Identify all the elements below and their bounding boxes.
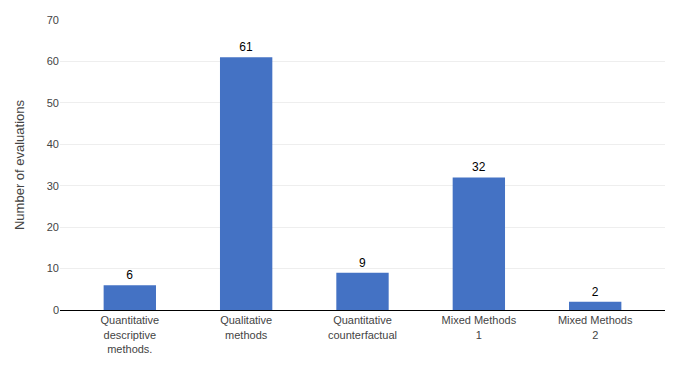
svg-text:20: 20 xyxy=(47,221,59,233)
svg-text:32: 32 xyxy=(472,160,486,174)
svg-text:Qualitativemethods: Qualitativemethods xyxy=(220,314,272,340)
svg-text:10: 10 xyxy=(47,262,59,274)
svg-text:Quantitativecounterfactual: Quantitativecounterfactual xyxy=(328,314,397,340)
svg-text:0: 0 xyxy=(53,304,59,316)
svg-text:40: 40 xyxy=(47,138,59,150)
svg-text:60: 60 xyxy=(47,55,59,67)
svg-text:70: 70 xyxy=(47,14,59,26)
svg-text:2: 2 xyxy=(592,285,599,299)
svg-text:9: 9 xyxy=(359,256,366,270)
svg-text:Mixed Methods1: Mixed Methods1 xyxy=(442,314,517,340)
svg-text:Number of evaluations: Number of evaluations xyxy=(12,99,27,230)
svg-text:50: 50 xyxy=(47,97,59,109)
svg-text:Quantitativedescriptivemethods: Quantitativedescriptivemethods. xyxy=(100,314,159,355)
svg-text:30: 30 xyxy=(47,180,59,192)
svg-text:61: 61 xyxy=(239,40,253,54)
svg-text:Mixed Methods2: Mixed Methods2 xyxy=(558,314,633,340)
svg-text:6: 6 xyxy=(126,268,133,282)
